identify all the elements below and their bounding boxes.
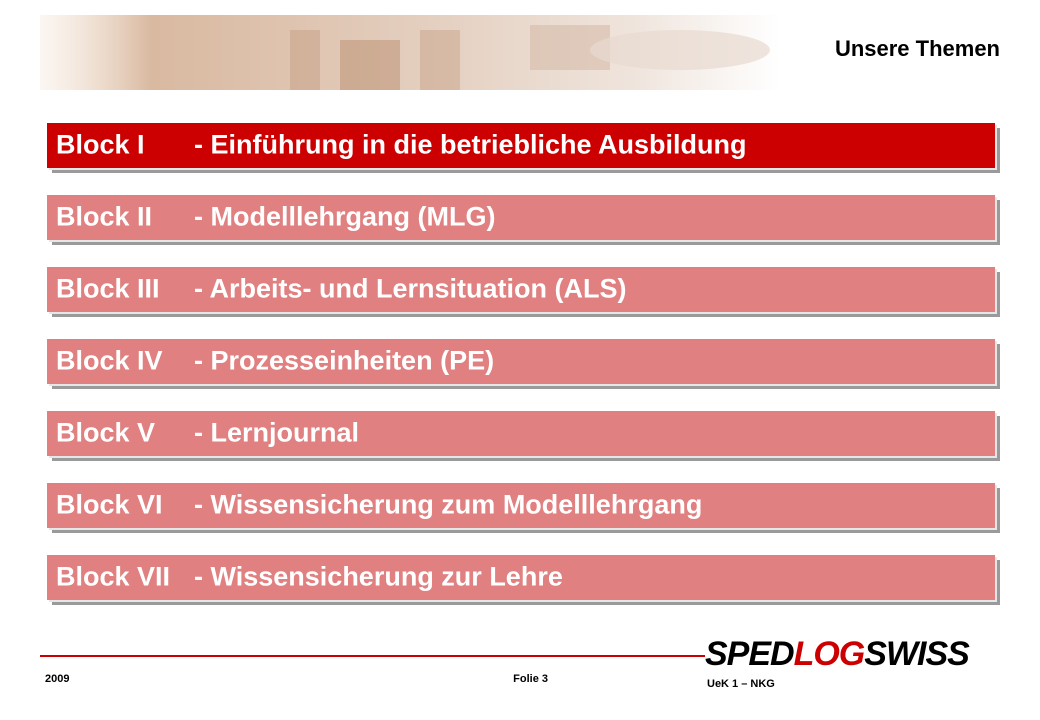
block-text: - Einführung in die betriebliche Ausbild…: [194, 130, 747, 160]
logo-part: SWISS: [864, 635, 970, 673]
block-face: [47, 483, 995, 528]
block-face: [47, 123, 995, 168]
block-bar: Block V - Lernjournal: [47, 411, 1000, 461]
logo-part: SPED: [705, 635, 794, 673]
block-face: [47, 195, 995, 240]
logo-part: LOG: [794, 635, 865, 673]
block-bar: Block II - Modelllehrgang (MLG): [47, 195, 1000, 245]
footer-course: UeK 1 – NKG: [707, 678, 775, 690]
slide-title: Unsere Themen: [835, 36, 1000, 61]
header-banner: [40, 15, 780, 90]
block-label: Block VII: [56, 562, 170, 592]
block-bar: Block I - Einführung in die betriebliche …: [47, 123, 1000, 173]
block-label: Block III: [56, 274, 160, 304]
footer-page: Folie 3: [513, 673, 548, 685]
block-bar: Block IV - Prozesseinheiten (PE): [47, 339, 1000, 389]
logo: SPEDLOGSWISS: [705, 635, 970, 673]
footer-year: 2009: [45, 673, 69, 685]
block-text: - Arbeits- und Lernsituation (ALS): [194, 274, 626, 304]
block-label: Block I: [56, 130, 145, 160]
block-face: [47, 267, 995, 312]
block-face: [47, 555, 995, 600]
block-text: - Wissensicherung zum Modelllehrgang: [194, 490, 702, 520]
block-label: Block IV: [56, 346, 163, 376]
block-text: - Modelllehrgang (MLG): [194, 202, 495, 232]
block-bar: Block III - Arbeits- und Lernsituation (A…: [47, 267, 1000, 317]
block-bar: Block VI - Wissensicherung zum Modelllehr…: [47, 483, 1000, 533]
block-face: [47, 339, 995, 384]
block-bar: Block VII - Wissensicherung zur Lehre: [47, 555, 1000, 605]
block-label: Block II: [56, 202, 152, 232]
block-label: Block VI: [56, 490, 163, 520]
block-face: [47, 411, 995, 456]
block-text: - Lernjournal: [194, 418, 359, 448]
block-label: Block V: [56, 418, 155, 448]
block-text: - Wissensicherung zur Lehre: [194, 562, 563, 592]
block-text: - Prozesseinheiten (PE): [194, 346, 494, 376]
